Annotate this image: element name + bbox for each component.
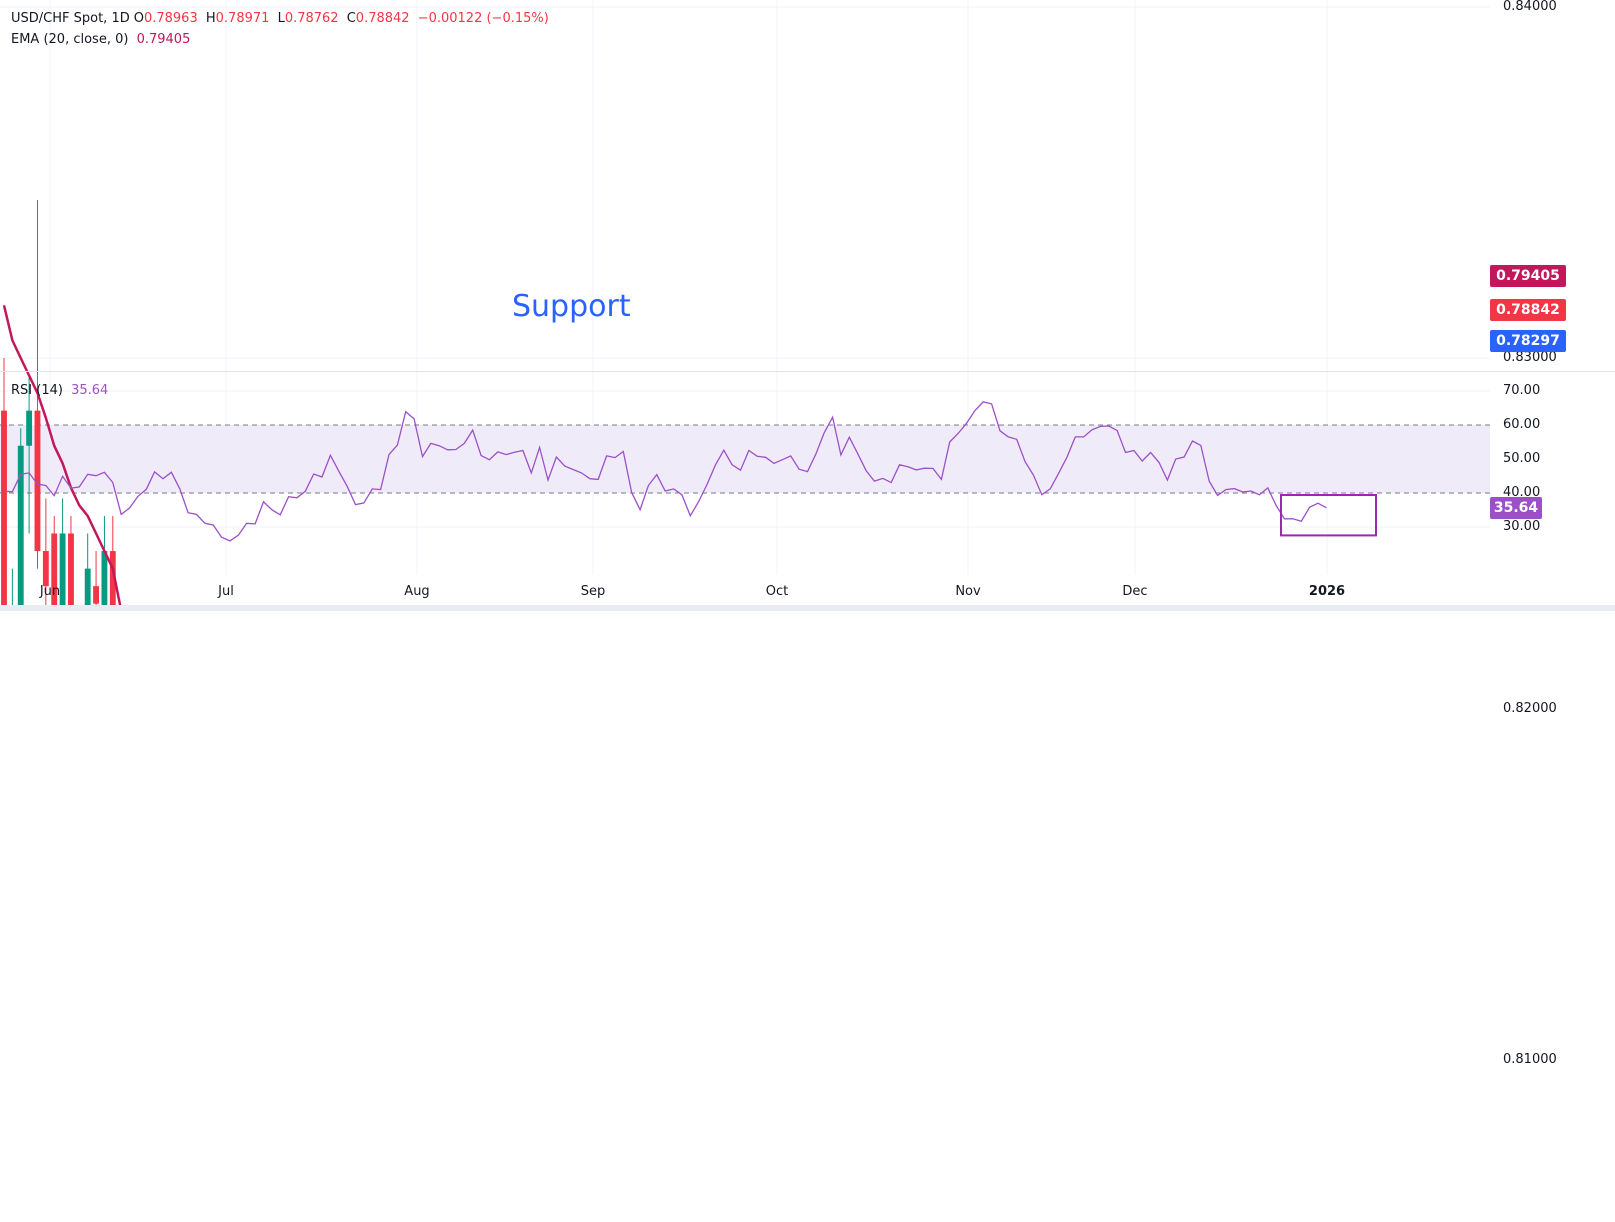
high-value: 0.78971 (215, 11, 270, 26)
time-tick-label: Jul (218, 584, 234, 599)
candle[interactable] (1, 358, 7, 674)
rsi-tick-label: 50.00 (1503, 451, 1541, 466)
rsi-legend: RSI (14) 35.64 (11, 383, 112, 398)
candle[interactable] (34, 200, 41, 569)
close-value: 0.78842 (355, 11, 410, 26)
ema-legend: EMA (20, close, 0) 0.79405 (11, 32, 194, 47)
rsi-highlight-box (1280, 494, 1377, 537)
ema-price-tag: 0.79405 (1490, 265, 1566, 287)
candle[interactable] (26, 375, 33, 534)
time-tick-label: Aug (404, 584, 430, 599)
support-annotation[interactable]: Support (512, 289, 631, 324)
price-legend: USD/CHF Spot, 1D O0.78963 H0.78971 L0.787… (11, 11, 553, 26)
last-price-tag: 0.78842 (1490, 299, 1566, 321)
candle[interactable] (68, 515, 74, 745)
open-label: O (133, 11, 144, 26)
time-tick-label: 2026 (1308, 584, 1346, 599)
candle[interactable] (59, 498, 66, 797)
rsi-tick-label: 70.00 (1503, 383, 1541, 398)
rsi-value-tag: 35.64 (1490, 497, 1542, 519)
rsi-tick-label: 30.00 (1503, 519, 1541, 534)
candle[interactable] (84, 533, 91, 709)
candle[interactable] (93, 551, 99, 657)
close-label: C (346, 11, 356, 26)
candle[interactable] (17, 428, 24, 745)
bottom-bar (0, 605, 1615, 611)
candle[interactable] (42, 498, 49, 622)
ema-value: 0.79405 (136, 32, 191, 47)
support-price-tag: 0.78297 (1490, 330, 1566, 352)
rsi-tick-label: 40.00 (1503, 485, 1541, 500)
time-tick-label: Sep (580, 584, 606, 599)
candle[interactable] (101, 515, 108, 657)
rsi-line[interactable] (3, 401, 1327, 542)
price-tick-label: 0.83000 (1503, 350, 1557, 365)
low-label: L (277, 11, 285, 26)
time-tick-label: Oct (765, 584, 789, 599)
time-tick-label: Jun (39, 584, 61, 599)
high-label: H (205, 11, 216, 26)
time-tick-label: Nov (955, 584, 981, 599)
ema-label[interactable]: EMA (20, close, 0) (11, 32, 129, 47)
rsi-tick-label: 60.00 (1503, 417, 1541, 432)
symbol-title[interactable]: USD/CHF Spot, 1D (11, 11, 130, 26)
price-tick-label: 0.84000 (1503, 0, 1557, 14)
grid-lines (0, 0, 1490, 1061)
open-value: 0.78963 (143, 11, 198, 26)
time-tick-label: Dec (1122, 584, 1148, 599)
price-tick-label: 0.82000 (1503, 701, 1557, 716)
rsi-label[interactable]: RSI (14) (11, 383, 63, 398)
rsi-value: 35.64 (71, 383, 109, 398)
change-value: −0.00122 (−0.15%) (417, 11, 549, 26)
price-tick-label: 0.81000 (1503, 1052, 1557, 1067)
low-value: 0.78762 (284, 11, 339, 26)
candlestick-series[interactable] (1, 200, 1321, 1222)
